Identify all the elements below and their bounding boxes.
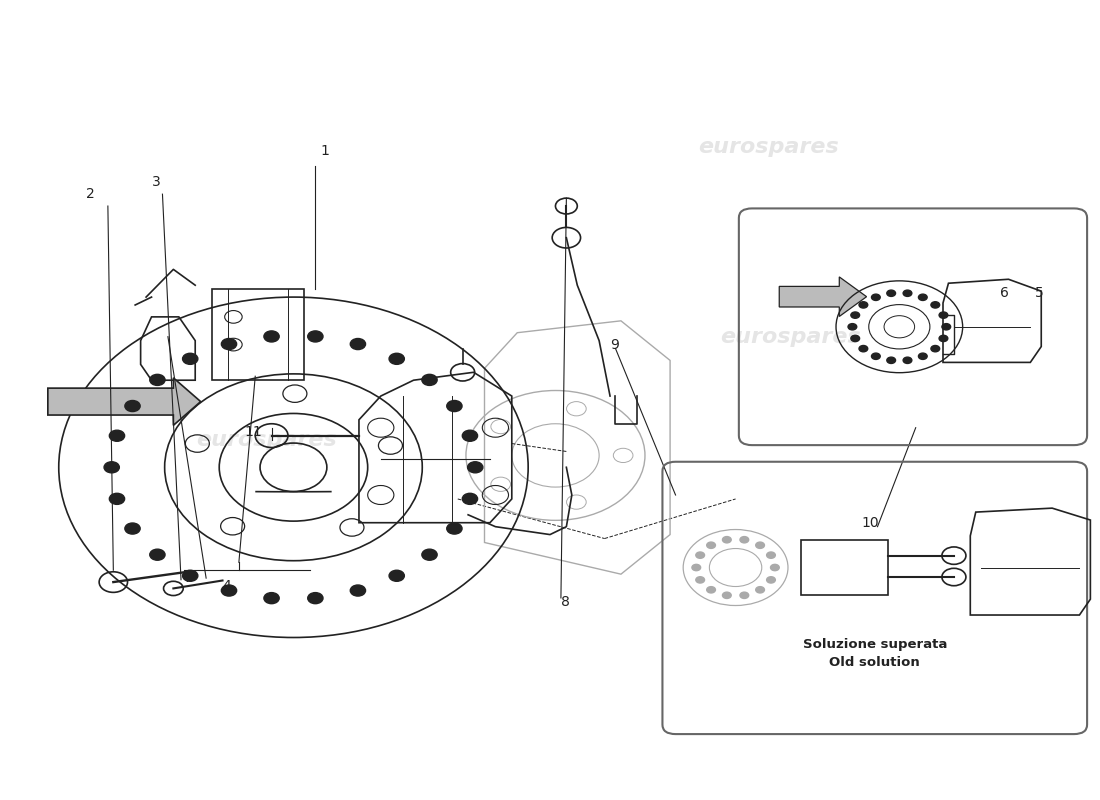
Text: eurospares: eurospares xyxy=(719,326,860,346)
Circle shape xyxy=(447,401,462,411)
Circle shape xyxy=(770,564,779,570)
Text: 3: 3 xyxy=(152,175,161,190)
Circle shape xyxy=(308,331,323,342)
Text: eurospares: eurospares xyxy=(698,137,838,157)
Circle shape xyxy=(125,401,140,411)
Circle shape xyxy=(859,302,868,308)
Circle shape xyxy=(939,312,948,318)
Circle shape xyxy=(918,294,927,301)
Text: 5: 5 xyxy=(1035,286,1044,300)
Circle shape xyxy=(706,542,715,549)
Circle shape xyxy=(887,290,895,297)
Circle shape xyxy=(109,430,124,442)
Circle shape xyxy=(221,585,236,596)
Circle shape xyxy=(183,570,198,582)
Circle shape xyxy=(871,353,880,359)
Circle shape xyxy=(848,324,857,330)
Circle shape xyxy=(468,462,483,473)
Text: 6: 6 xyxy=(1000,286,1009,300)
Circle shape xyxy=(350,585,365,596)
Circle shape xyxy=(903,290,912,297)
Circle shape xyxy=(740,537,749,543)
Circle shape xyxy=(104,462,119,473)
Circle shape xyxy=(125,523,140,534)
Circle shape xyxy=(706,586,715,593)
Circle shape xyxy=(221,338,236,350)
Circle shape xyxy=(264,331,279,342)
Circle shape xyxy=(422,549,437,560)
Circle shape xyxy=(903,357,912,363)
Circle shape xyxy=(109,494,124,504)
Polygon shape xyxy=(779,277,867,317)
Circle shape xyxy=(887,357,895,363)
Circle shape xyxy=(447,523,462,534)
Circle shape xyxy=(389,570,405,582)
Circle shape xyxy=(183,354,198,364)
Circle shape xyxy=(756,542,764,549)
Text: 8: 8 xyxy=(561,595,570,609)
Circle shape xyxy=(150,374,165,386)
Text: Soluzione superata
Old solution: Soluzione superata Old solution xyxy=(803,638,947,669)
Circle shape xyxy=(308,593,323,604)
Circle shape xyxy=(696,552,704,558)
Text: eurospares: eurospares xyxy=(196,430,337,450)
Circle shape xyxy=(462,494,477,504)
Circle shape xyxy=(851,312,859,318)
Circle shape xyxy=(942,324,950,330)
Circle shape xyxy=(939,335,948,342)
Circle shape xyxy=(389,354,405,364)
Circle shape xyxy=(931,302,939,308)
Text: 1: 1 xyxy=(321,143,330,158)
Circle shape xyxy=(696,577,704,583)
Circle shape xyxy=(723,592,732,598)
Text: 9: 9 xyxy=(610,338,619,351)
Circle shape xyxy=(767,577,775,583)
Circle shape xyxy=(931,346,939,352)
Circle shape xyxy=(740,592,749,598)
Circle shape xyxy=(851,335,859,342)
Text: 10: 10 xyxy=(861,516,879,530)
Circle shape xyxy=(462,430,477,442)
Circle shape xyxy=(871,294,880,301)
Circle shape xyxy=(350,338,365,350)
Circle shape xyxy=(918,353,927,359)
Circle shape xyxy=(150,549,165,560)
Circle shape xyxy=(692,564,701,570)
Text: 7: 7 xyxy=(185,571,192,585)
Text: 4: 4 xyxy=(222,579,231,593)
Circle shape xyxy=(264,593,279,604)
Text: 2: 2 xyxy=(86,187,95,201)
Circle shape xyxy=(422,374,437,386)
Circle shape xyxy=(767,552,775,558)
Circle shape xyxy=(859,346,868,352)
Circle shape xyxy=(756,586,764,593)
Text: 11: 11 xyxy=(244,425,262,438)
Polygon shape xyxy=(47,378,200,426)
Circle shape xyxy=(723,537,732,543)
